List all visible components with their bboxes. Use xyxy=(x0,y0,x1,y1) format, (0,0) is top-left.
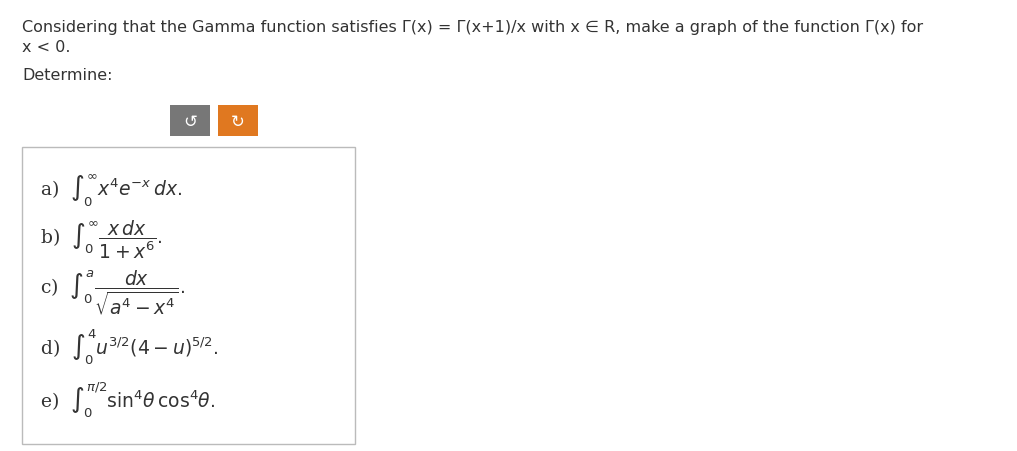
Text: b)  $\int_0^{\infty} \dfrac{x\,dx}{1+x^6}.$: b) $\int_0^{\infty} \dfrac{x\,dx}{1+x^6}… xyxy=(40,218,163,261)
Text: ↻: ↻ xyxy=(231,112,245,130)
Text: ↺: ↺ xyxy=(183,112,197,130)
Bar xyxy=(218,106,258,137)
Bar xyxy=(170,106,210,137)
Bar xyxy=(22,147,355,444)
Text: a)  $\int_0^{\infty} x^4 e^{-x}\,dx.$: a) $\int_0^{\infty} x^4 e^{-x}\,dx.$ xyxy=(40,171,182,208)
Text: x < 0.: x < 0. xyxy=(22,40,70,55)
Text: Determine:: Determine: xyxy=(22,68,113,83)
Text: c)  $\int_0^{a} \dfrac{dx}{\sqrt{a^4-x^4}}.$: c) $\int_0^{a} \dfrac{dx}{\sqrt{a^4-x^4}… xyxy=(40,268,185,317)
Text: d)  $\int_0^{4} u^{3/2}(4-u)^{5/2}.$: d) $\int_0^{4} u^{3/2}(4-u)^{5/2}.$ xyxy=(40,327,219,366)
Text: Considering that the Gamma function satisfies Γ(x) = Γ(x+1)/x with x ∈ R, make a: Considering that the Gamma function sati… xyxy=(22,20,923,35)
Text: e)  $\int_0^{\pi/2} \sin^4\!\theta\,\cos^4\!\theta.$: e) $\int_0^{\pi/2} \sin^4\!\theta\,\cos^… xyxy=(40,379,216,419)
